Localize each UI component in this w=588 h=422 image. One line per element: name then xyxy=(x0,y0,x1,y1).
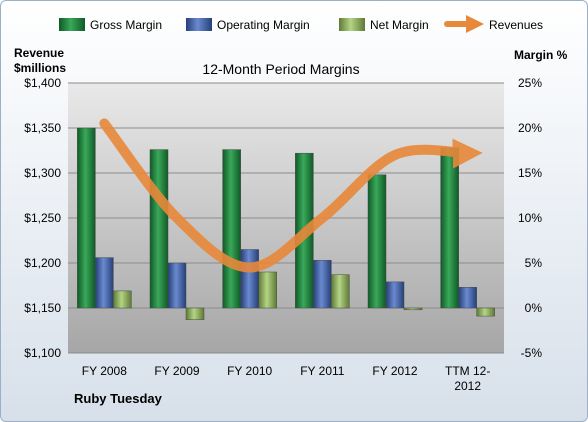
right-axis-ticks: -5% 0% 5% 10% 15% 20% 25% xyxy=(518,76,542,360)
x-tick-label: FY 2011 xyxy=(300,364,345,378)
right-tick-label: 15% xyxy=(518,166,542,180)
x-tick-label: FY 2008 xyxy=(82,364,127,378)
x-tick-label: TTM 12- xyxy=(445,364,490,378)
bar-net-margin-fy-2011 xyxy=(331,274,350,309)
legend-operating-margin-swatch xyxy=(186,18,212,31)
legend-net-margin-label: Net Margin xyxy=(370,18,429,32)
left-tick-label: $1,400 xyxy=(24,76,61,90)
left-axis-title-line2: $millions xyxy=(14,61,66,75)
chart-title: 12-Month Period Margins xyxy=(202,61,359,77)
right-tick-label: 0% xyxy=(525,301,543,315)
left-tick-label: $1,300 xyxy=(24,166,61,180)
x-tick-label: FY 2010 xyxy=(227,364,272,378)
bar-net-margin-ttm-12-2012 xyxy=(476,307,495,317)
bars-group xyxy=(77,127,495,320)
left-axis-title-line1: Revenue xyxy=(14,46,64,60)
left-tick-label: $1,350 xyxy=(24,121,61,135)
bar-operating-margin-fy-2008 xyxy=(95,257,114,309)
legend-operating-margin: Operating Margin xyxy=(186,18,310,32)
right-tick-label: -5% xyxy=(521,346,543,360)
left-axis-ticks: $1,100 $1,150 $1,200 $1,250 $1,300 $1,350 $1,4… xyxy=(24,76,61,360)
right-tick-label: 25% xyxy=(518,76,542,90)
left-tick-label: $1,250 xyxy=(24,211,61,225)
bar-operating-margin-fy-2009 xyxy=(167,262,187,309)
bar-net-margin-fy-2012 xyxy=(403,307,423,311)
right-tick-label: 5% xyxy=(525,256,543,270)
legend-gross-margin: Gross Margin xyxy=(59,18,162,32)
company-name: Ruby Tuesday xyxy=(74,391,163,406)
bar-net-margin-fy-2010 xyxy=(258,271,277,309)
x-axis-ticks: FY 2008 FY 2009 FY 2010 FY 2011 FY 2012 TTM 1… xyxy=(82,364,491,393)
left-tick-label: $1,200 xyxy=(24,256,61,270)
legend-gross-margin-label: Gross Margin xyxy=(90,18,162,32)
bar-operating-margin-fy-2010 xyxy=(240,249,259,309)
bar-net-margin-fy-2009 xyxy=(185,307,205,320)
legend: Gross Margin Operating Margin Net Margin… xyxy=(59,15,543,33)
bar-gross-margin-fy-2012 xyxy=(367,174,387,309)
x-tick-label: FY 2009 xyxy=(154,364,199,378)
legend-net-margin: Net Margin xyxy=(339,18,429,32)
bar-operating-margin-fy-2011 xyxy=(313,260,332,309)
bar-gross-margin-fy-2010 xyxy=(222,149,241,309)
gridlines xyxy=(68,82,504,354)
legend-net-margin-swatch xyxy=(339,18,365,31)
x-tick-label: FY 2012 xyxy=(372,364,417,378)
legend-operating-margin-label: Operating Margin xyxy=(217,18,310,32)
right-tick-label: 10% xyxy=(518,211,542,225)
bar-gross-margin-fy-2008 xyxy=(77,127,96,309)
legend-revenues: Revenues xyxy=(444,15,543,33)
right-axis-title: Margin % xyxy=(514,48,568,62)
bar-gross-margin-fy-2009 xyxy=(149,149,169,309)
revenue-line-group xyxy=(99,118,483,273)
left-tick-label: $1,100 xyxy=(24,346,61,360)
bar-operating-margin-ttm-12-2012 xyxy=(458,287,477,309)
revenue-line xyxy=(99,118,483,273)
right-tick-label: 20% xyxy=(518,121,542,135)
legend-revenues-label: Revenues xyxy=(489,18,543,32)
bar-net-margin-fy-2008 xyxy=(113,290,132,309)
bar-operating-margin-fy-2012 xyxy=(385,281,405,309)
legend-gross-margin-swatch xyxy=(59,18,85,31)
left-tick-label: $1,150 xyxy=(24,301,61,315)
bar-gross-margin-ttm-12-2012 xyxy=(440,147,459,309)
x-tick-label: 2012 xyxy=(454,379,481,393)
